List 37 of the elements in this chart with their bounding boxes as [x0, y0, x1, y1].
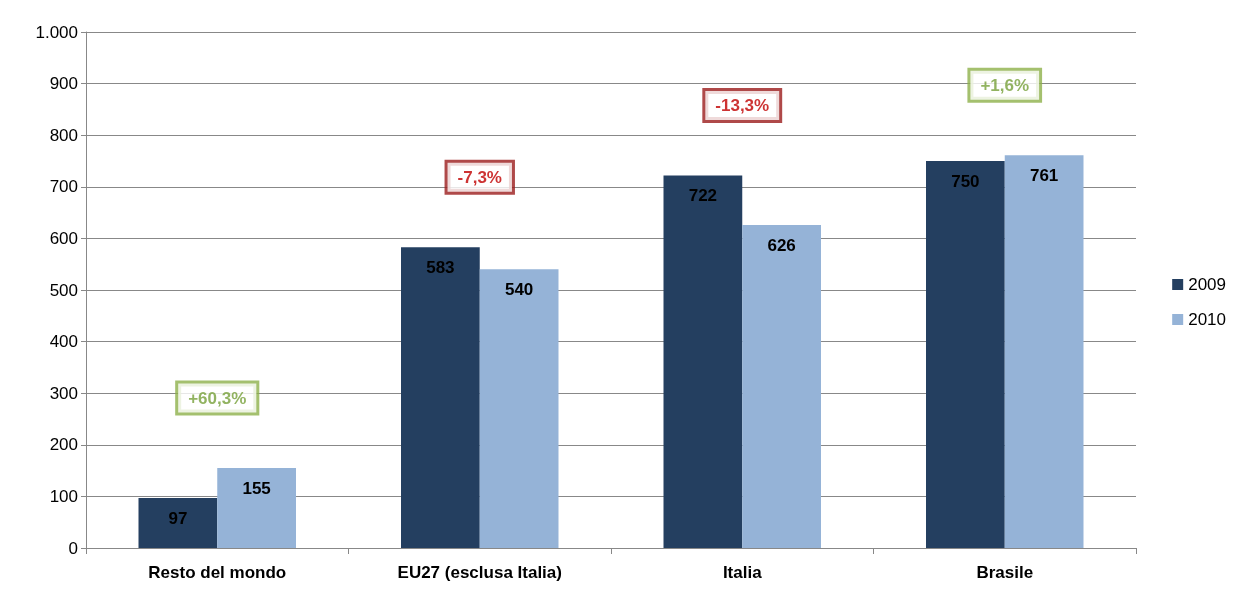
annotation: -13,3% [715, 95, 770, 115]
bar [663, 175, 743, 548]
data-label: 722 [688, 186, 718, 206]
data-label: 583 [426, 258, 455, 278]
x-tick-label: Resto del mondo [148, 563, 287, 582]
bar [217, 468, 296, 548]
data-label: 97 [168, 508, 188, 528]
data-label: 155 [242, 479, 271, 499]
y-tick-label: 900 [49, 74, 78, 94]
legend-label: 2009 [1188, 275, 1227, 294]
y-tick-label: 800 [49, 125, 78, 145]
annotation: -7,3% [457, 167, 502, 187]
data-label: 626 [767, 235, 796, 255]
data-label: 540 [504, 280, 534, 300]
bar [1004, 155, 1084, 548]
data-label: 761 [1029, 166, 1059, 186]
annotation: +60,3% [188, 388, 247, 408]
y-tick-label: 600 [49, 228, 78, 248]
y-tick-label: 1.000 [35, 22, 78, 42]
x-tick-label: Brasile [976, 563, 1034, 582]
y-tick-label: 0 [68, 538, 78, 558]
y-tick-label: 500 [49, 280, 78, 300]
bar [401, 247, 480, 548]
bar [138, 497, 218, 548]
y-tick-label: 200 [49, 435, 78, 455]
bar [926, 161, 1005, 548]
bar [479, 269, 559, 548]
legend-label: 2010 [1188, 310, 1227, 329]
x-tick-label: Italia [722, 563, 763, 582]
y-tick-label: 300 [49, 383, 78, 403]
y-tick-label: 700 [49, 177, 78, 197]
annotation: +1,6% [980, 75, 1030, 95]
data-label: 750 [951, 172, 980, 191]
y-tick-label: 100 [49, 486, 78, 506]
y-tick-label: 400 [49, 332, 78, 352]
bar [742, 224, 821, 548]
x-tick-label: EU27 (esclusa Italia) [397, 563, 562, 582]
